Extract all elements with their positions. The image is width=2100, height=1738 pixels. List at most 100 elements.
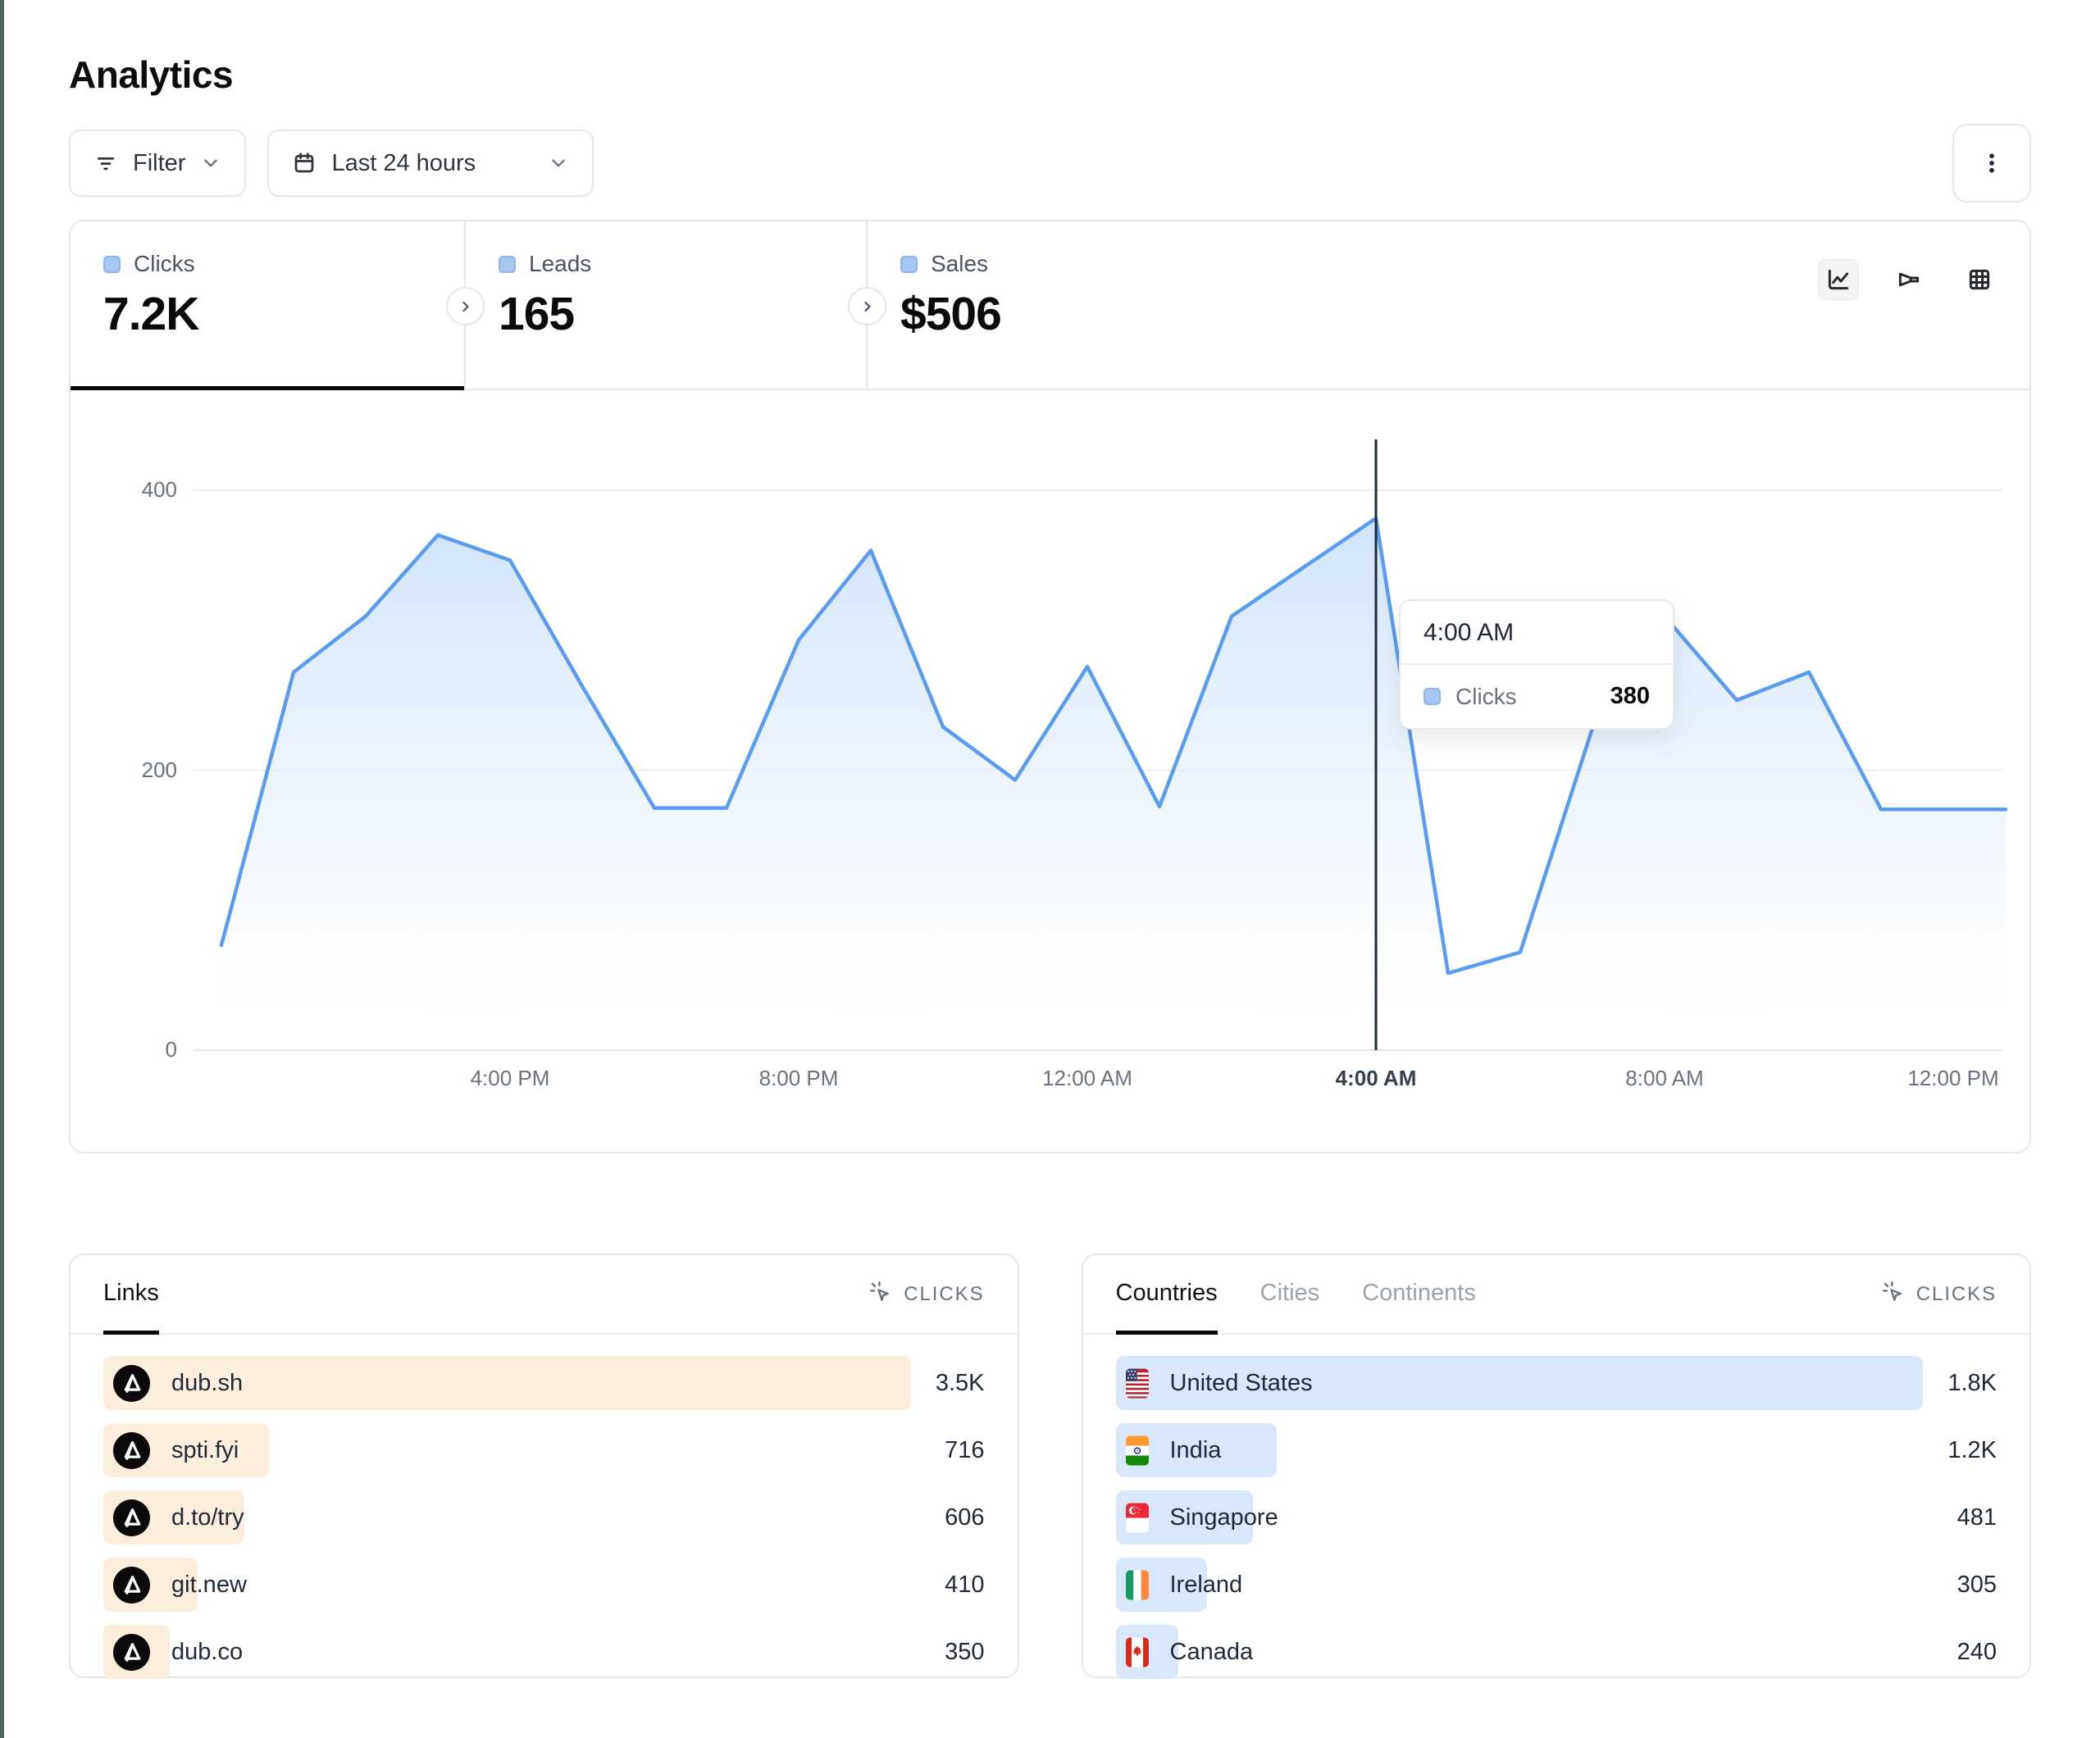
tooltip-value: 380 [1610, 683, 1650, 709]
link-label: d.to/try [171, 1504, 244, 1531]
stats-row: Clicks 7.2K Leads 165 Sales $506 [71, 221, 2029, 390]
stat-expand-chevron-right-icon[interactable] [848, 287, 886, 325]
x-axis-label: 12:00 AM [1042, 1066, 1132, 1090]
stat-card-sales[interactable]: Sales $506 [868, 221, 2029, 389]
clicks-area-chart[interactable]: 0 200 400 4:00 PM 8:00 PM 12:00 AM 4:00 AM 8:00… [71, 390, 2029, 1152]
links-metric-header[interactable]: CLICKS [868, 1255, 984, 1333]
toolbar: Filter Last 24 hours [69, 124, 2031, 202]
tab-countries[interactable]: Countries [1115, 1255, 1218, 1335]
funnel-chart-icon[interactable] [1888, 259, 1929, 300]
country-row-india[interactable]: India 1.2K [1115, 1423, 1997, 1477]
dub-logo-icon [113, 1633, 150, 1671]
link-row-dub-sh[interactable]: dub.sh 3.5K [103, 1356, 985, 1410]
stat-card-clicks[interactable]: Clicks 7.2K [71, 221, 466, 390]
ie-flag-icon [1125, 1570, 1149, 1600]
value-bar [103, 1356, 911, 1410]
link-clicks-value: 410 [945, 1571, 985, 1598]
kebab-menu-icon [1979, 151, 2004, 175]
link-row-spti-fyi[interactable]: spti.fyi 716 [103, 1423, 985, 1477]
x-axis-label: 12:00 PM [1907, 1066, 1999, 1090]
cursor-click-icon [1880, 1279, 1905, 1309]
filter-button[interactable]: Filter [69, 130, 247, 197]
tooltip-series-label: Clicks [1455, 683, 1517, 709]
date-range-label: Last 24 hours [331, 149, 476, 176]
us-flag-icon [1125, 1368, 1149, 1399]
link-row-d-to-try[interactable]: d.to/try 606 [103, 1490, 985, 1545]
stat-label: Leads [499, 251, 866, 277]
country-row-united-states[interactable]: United States 1.8K [1115, 1356, 1997, 1410]
bar-track [103, 1356, 911, 1410]
dub-logo-icon [113, 1499, 150, 1536]
link-clicks-value: 350 [945, 1638, 985, 1665]
dub-logo-icon [113, 1431, 150, 1469]
series-legend-chip [900, 255, 918, 273]
chevron-down-icon [200, 152, 221, 174]
country-row-ireland[interactable]: Ireland 305 [1115, 1558, 1997, 1612]
line-chart-icon[interactable] [1818, 259, 1859, 300]
bar-track [1115, 1423, 1924, 1477]
x-axis-label: 4:00 AM [1335, 1066, 1417, 1090]
tab-links[interactable]: Links [103, 1255, 159, 1335]
country-label: United States [1169, 1369, 1313, 1396]
chevron-down-icon [548, 152, 569, 174]
countries-metric-label: CLICKS [1916, 1282, 1997, 1305]
countries-panel: Countries Cities Continents CLICKS United … [1081, 1253, 2031, 1679]
country-clicks-value: 481 [1957, 1504, 1997, 1531]
x-axis-label: 8:00 PM [758, 1066, 839, 1090]
page-title: Analytics [69, 53, 234, 96]
link-label: git.new [171, 1571, 247, 1598]
stat-card-leads[interactable]: Leads 165 [466, 221, 868, 389]
chart-view-switcher [1818, 259, 2000, 300]
y-axis-label: 200 [141, 757, 177, 782]
country-row-canada[interactable]: Canada 240 [1115, 1625, 1997, 1679]
link-label: dub.sh [171, 1369, 244, 1396]
chart-tooltip: 4:00 AM Clicks 380 [1399, 599, 1674, 730]
country-label: India [1169, 1436, 1222, 1463]
series-legend-chip [103, 255, 121, 273]
series-legend-chip [499, 255, 516, 273]
stat-value: 165 [499, 288, 575, 340]
link-row-git-new[interactable]: git.new 410 [103, 1558, 985, 1612]
date-range-button[interactable]: Last 24 hours [267, 130, 594, 197]
filter-button-label: Filter [133, 149, 186, 176]
tab-cities[interactable]: Cities [1260, 1255, 1320, 1335]
bar-track [1115, 1356, 1923, 1410]
table-grid-icon[interactable] [1959, 259, 2000, 300]
y-axis-label: 400 [141, 477, 177, 502]
countries-tabs: Countries Cities Continents [1115, 1255, 1476, 1335]
analytics-chart-card: Clicks 7.2K Leads 165 Sales $506 0 200 400 4:00 … [69, 220, 2031, 1153]
cursor-click-icon [868, 1279, 892, 1309]
stat-expand-chevron-right-icon[interactable] [446, 287, 485, 325]
tab-continents[interactable]: Continents [1362, 1255, 1476, 1335]
country-clicks-value: 240 [1957, 1638, 1997, 1665]
dub-logo-icon [113, 1566, 150, 1604]
y-axis-label: 0 [165, 1037, 177, 1062]
link-row-dub-co[interactable]: dub.co 350 [103, 1625, 985, 1679]
country-clicks-value: 305 [1957, 1571, 1997, 1598]
filter-icon [93, 151, 118, 175]
link-clicks-value: 606 [945, 1504, 985, 1531]
window-edge-strip [0, 0, 4, 1738]
links-tabs: Links [103, 1255, 159, 1335]
country-label: Canada [1169, 1638, 1254, 1665]
countries-metric-header[interactable]: CLICKS [1880, 1255, 1997, 1333]
x-axis-label: 8:00 AM [1625, 1066, 1704, 1090]
tooltip-time: 4:00 AM [1401, 601, 1673, 665]
stat-value: $506 [900, 288, 1002, 340]
in-flag-icon [1125, 1435, 1149, 1466]
stat-label: Clicks [103, 251, 464, 277]
value-bar [1115, 1356, 1923, 1410]
country-row-singapore[interactable]: Singapore 481 [1115, 1490, 1997, 1545]
x-axis-label: 4:00 PM [470, 1066, 550, 1090]
link-label: dub.co [171, 1638, 244, 1665]
link-clicks-value: 716 [945, 1436, 985, 1463]
stat-label: Sales [900, 251, 2029, 277]
more-options-button[interactable] [1952, 124, 2031, 202]
calendar-icon [292, 151, 317, 175]
series-legend-chip [1424, 688, 1441, 705]
link-clicks-value: 3.5K [935, 1369, 985, 1396]
chart-canvas [194, 439, 2008, 1051]
country-clicks-value: 1.8K [1947, 1369, 1997, 1396]
country-label: Ireland [1169, 1571, 1243, 1598]
country-label: Singapore [1169, 1504, 1278, 1531]
